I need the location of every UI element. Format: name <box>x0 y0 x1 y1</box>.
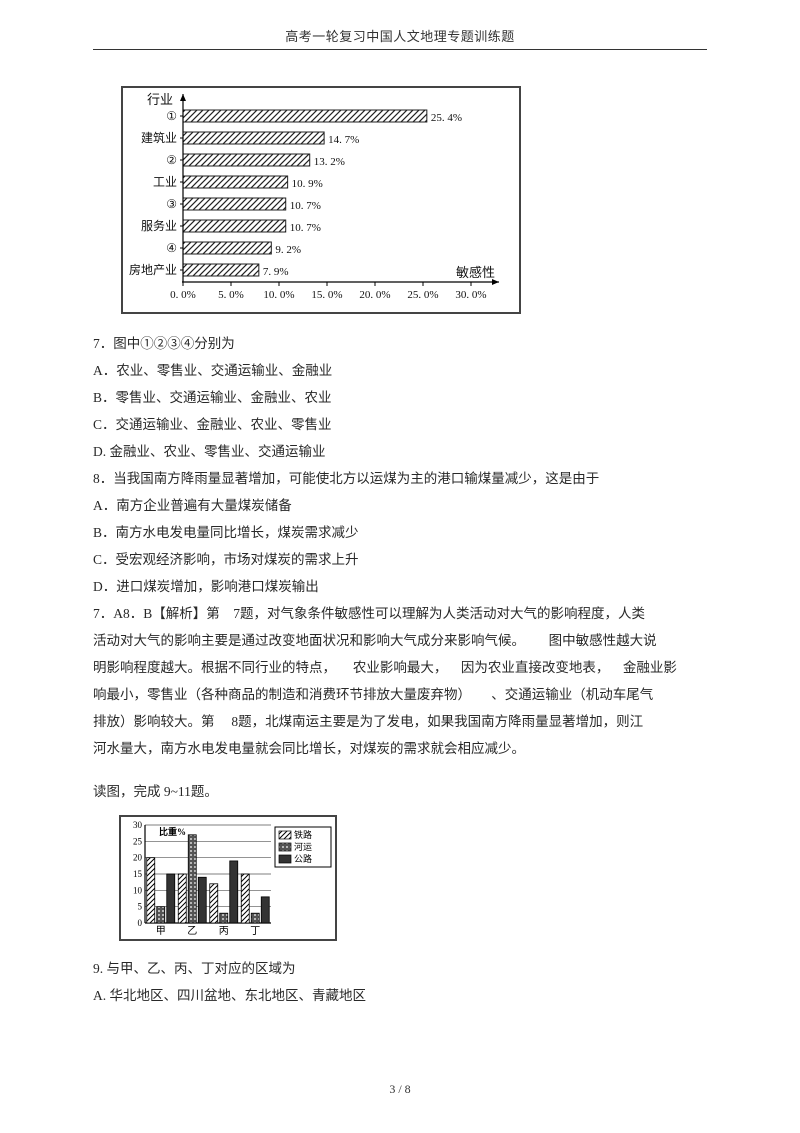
q8-opt-a: A．南方企业普遍有大量煤炭储备 <box>93 492 707 519</box>
answer-line3d: 金融业影 <box>623 660 677 675</box>
svg-text:20: 20 <box>133 853 143 863</box>
answer-line1b: 7题，对气象条件敏感性可以理解为人类活动对大气的影响程度，人类 <box>233 606 645 621</box>
svg-text:河运: 河运 <box>294 841 312 852</box>
q8-prompt: 8．当我国南方降雨量显著增加，可能使北方以运煤为主的港口输煤量减少，这是由于 <box>93 465 707 492</box>
svg-text:丁: 丁 <box>250 926 260 937</box>
svg-text:敏感性: 敏感性 <box>456 265 495 280</box>
answer-line5b: 8题，北煤南运主要是为了发电，如果我国南方降雨量显著增加，则江 <box>231 714 643 729</box>
svg-text:30: 30 <box>133 820 143 830</box>
answer-line4a: 响最小，零售业（各种商品的制造和消费环节排放大量废弃物） <box>93 687 471 702</box>
svg-text:④: ④ <box>166 241 177 255</box>
svg-text:工业: 工业 <box>153 175 177 189</box>
q7-opt-a: A．农业、零售业、交通运输业、金融业 <box>93 357 707 384</box>
svg-text:公路: 公路 <box>294 853 312 864</box>
page-footer: 3 / 8 <box>0 1082 800 1097</box>
svg-text:15. 0%: 15. 0% <box>311 289 342 301</box>
answer-line3c: 因为农业直接改变地表， <box>461 660 610 675</box>
svg-text:②: ② <box>166 153 177 167</box>
svg-text:14. 7%: 14. 7% <box>328 134 359 146</box>
svg-text:10. 9%: 10. 9% <box>292 178 323 190</box>
q7-prompt: 7．图中①②③④分别为 <box>93 330 707 357</box>
svg-text:5. 0%: 5. 0% <box>218 289 244 301</box>
svg-text:房地产业: 房地产业 <box>129 262 177 277</box>
svg-text:③: ③ <box>166 197 177 211</box>
answer-line2a: 活动对大气的影响主要是通过改变地面状况和影响大气成分来影响气候。 <box>93 633 525 648</box>
q8-opt-b: B．南方水电发电量同比增长，煤炭需求减少 <box>93 519 707 546</box>
answer-line5a: 排放）影响较大。第 <box>93 714 215 729</box>
svg-text:甲: 甲 <box>156 926 166 937</box>
chart1-container: 行业 ① 25. 4% 建筑业 14. 7% ② 13. 2% 工业 10. 9% ③ 10. 7%… <box>121 86 707 314</box>
svg-text:5: 5 <box>138 902 143 912</box>
svg-text:乙: 乙 <box>187 925 197 937</box>
svg-text:25. 0%: 25. 0% <box>407 289 438 301</box>
q8-opt-c: C．受宏观经济影响，市场对煤炭的需求上升 <box>93 546 707 573</box>
svg-text:9. 2%: 9. 2% <box>275 244 301 256</box>
content: 7．图中①②③④分别为 A．农业、零售业、交通运输业、金融业 B．零售业、交通运… <box>93 330 707 1009</box>
svg-text:30. 0%: 30. 0% <box>455 289 486 301</box>
svg-text:铁路: 铁路 <box>294 829 312 840</box>
answer-line6: 河水量大，南方水电发电量就会同比增长，对煤炭的需求就会相应减少。 <box>93 735 707 762</box>
svg-text:0: 0 <box>138 918 143 928</box>
read-prompt: 读图，完成 9~11题。 <box>93 778 707 805</box>
svg-text:比重%: 比重% <box>159 826 186 837</box>
svg-text:20. 0%: 20. 0% <box>359 289 390 301</box>
answer-line1: 7．A8．B【解析】第 7题，对气象条件敏感性可以理解为人类活动对大气的影响程度… <box>93 600 707 627</box>
svg-text:7. 9%: 7. 9% <box>263 266 289 278</box>
q7-opt-d: D. 金融业、农业、零售业、交通运输业 <box>93 438 707 465</box>
chart1: 行业 ① 25. 4% 建筑业 14. 7% ② 13. 2% 工业 10. 9% ③ 10. 7%… <box>121 86 521 314</box>
answer-line3b: 农业影响最大， <box>353 660 448 675</box>
q9-opt-a: A. 华北地区、四川盆地、东北地区、青藏地区 <box>93 982 707 1009</box>
svg-text:行业: 行业 <box>147 92 173 107</box>
svg-text:丙: 丙 <box>219 926 229 937</box>
svg-text:10. 7%: 10. 7% <box>290 222 321 234</box>
answer-line3a: 明影响程度越大。根据不同行业的特点， <box>93 660 336 675</box>
svg-text:服务业: 服务业 <box>141 218 177 233</box>
svg-text:25. 4%: 25. 4% <box>431 112 462 124</box>
answer-line4: 响最小，零售业（各种商品的制造和消费环节排放大量废弃物） 、交通运输业（机动车尾… <box>93 681 707 708</box>
answer-line3: 明影响程度越大。根据不同行业的特点， 农业影响最大， 因为农业直接改变地表， 金… <box>93 654 707 681</box>
q7-opt-c: C．交通运输业、金融业、农业、零售业 <box>93 411 707 438</box>
svg-text:15: 15 <box>133 869 143 879</box>
chart2: 0 5 10 15 20 25 30 比重% 甲 乙 丙 丁 铁路河运公路 <box>119 815 337 941</box>
answer-line2: 活动对大气的影响主要是通过改变地面状况和影响大气成分来影响气候。 图中敏感性越大… <box>93 627 707 654</box>
svg-text:建筑业: 建筑业 <box>141 130 177 145</box>
svg-text:10: 10 <box>133 885 143 895</box>
answer-line1a: 7．A8．B【解析】第 <box>93 606 220 621</box>
svg-text:10. 7%: 10. 7% <box>290 200 321 212</box>
svg-text:10. 0%: 10. 0% <box>263 289 294 301</box>
svg-text:①: ① <box>166 109 177 123</box>
q8-opt-d: D．进口煤炭增加，影响港口煤炭输出 <box>93 573 707 600</box>
svg-text:13. 2%: 13. 2% <box>314 156 345 168</box>
chart2-container: 0 5 10 15 20 25 30 比重% 甲 乙 丙 丁 铁路河运公路 <box>119 815 707 941</box>
q7-opt-b: B．零售业、交通运输业、金融业、农业 <box>93 384 707 411</box>
answer-line2b: 图中敏感性越大说 <box>549 633 657 648</box>
page-header: 高考一轮复习中国人文地理专题训练题 <box>93 26 707 49</box>
svg-text:25: 25 <box>133 836 143 846</box>
answer-line5: 排放）影响较大。第 8题，北煤南运主要是为了发电，如果我国南方降雨量显著增加，则… <box>93 708 707 735</box>
header-rule <box>93 49 707 50</box>
answer-line4b: 、交通运输业（机动车尾气 <box>491 687 653 702</box>
svg-text:0. 0%: 0. 0% <box>170 289 196 301</box>
q9-prompt: 9. 与甲、乙、丙、丁对应的区域为 <box>93 955 707 982</box>
